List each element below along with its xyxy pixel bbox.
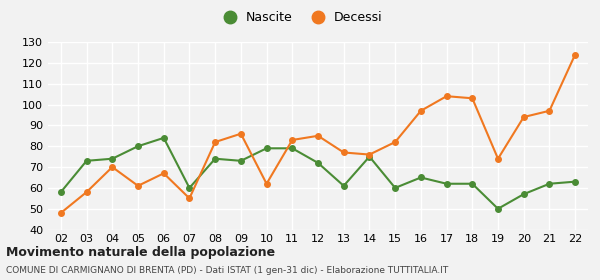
Legend: Nascite, Decessi: Nascite, Decessi — [212, 6, 388, 29]
Decessi — [237, 132, 244, 136]
Nascite — [572, 180, 579, 183]
Nascite — [494, 207, 502, 211]
Decessi — [417, 109, 424, 113]
Nascite — [340, 184, 347, 188]
Nascite — [546, 182, 553, 185]
Nascite — [160, 136, 167, 139]
Nascite — [263, 147, 270, 150]
Line: Decessi: Decessi — [58, 52, 578, 216]
Nascite — [237, 159, 244, 162]
Decessi — [263, 182, 270, 185]
Line: Nascite: Nascite — [58, 135, 578, 211]
Decessi — [134, 184, 142, 188]
Decessi — [314, 134, 322, 137]
Decessi — [392, 140, 399, 144]
Nascite — [417, 176, 424, 179]
Nascite — [109, 157, 116, 160]
Decessi — [546, 109, 553, 113]
Nascite — [366, 155, 373, 158]
Nascite — [212, 157, 219, 160]
Decessi — [340, 151, 347, 154]
Decessi — [289, 138, 296, 142]
Nascite — [392, 186, 399, 190]
Decessi — [212, 140, 219, 144]
Decessi — [160, 172, 167, 175]
Nascite — [134, 144, 142, 148]
Nascite — [443, 182, 450, 185]
Nascite — [520, 192, 527, 196]
Text: COMUNE DI CARMIGNANO DI BRENTA (PD) - Dati ISTAT (1 gen-31 dic) - Elaborazione T: COMUNE DI CARMIGNANO DI BRENTA (PD) - Da… — [6, 266, 448, 275]
Text: Movimento naturale della popolazione: Movimento naturale della popolazione — [6, 246, 275, 259]
Nascite — [83, 159, 90, 162]
Nascite — [57, 190, 64, 194]
Decessi — [109, 165, 116, 169]
Nascite — [289, 147, 296, 150]
Nascite — [314, 161, 322, 165]
Nascite — [186, 186, 193, 190]
Decessi — [366, 153, 373, 156]
Decessi — [469, 97, 476, 100]
Decessi — [572, 53, 579, 56]
Decessi — [57, 211, 64, 214]
Nascite — [469, 182, 476, 185]
Decessi — [494, 157, 502, 160]
Decessi — [443, 95, 450, 98]
Decessi — [520, 115, 527, 119]
Decessi — [186, 197, 193, 200]
Decessi — [83, 190, 90, 194]
